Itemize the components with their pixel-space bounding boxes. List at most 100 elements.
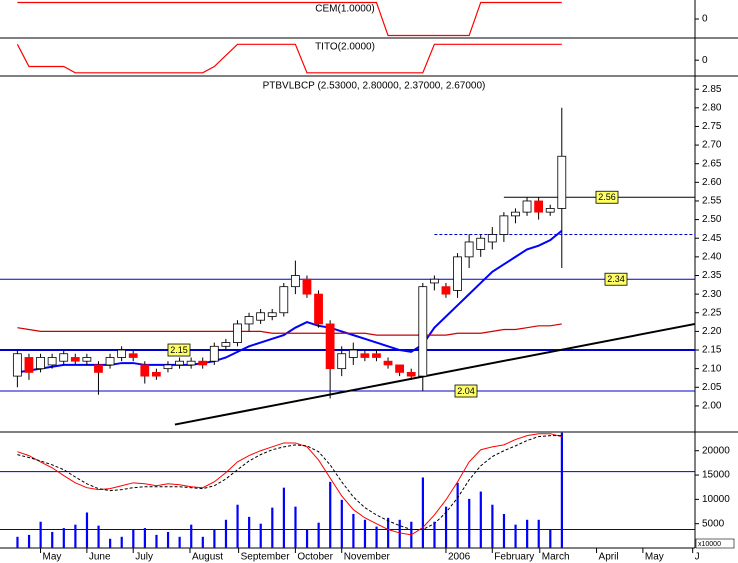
volume-bar <box>329 481 332 548</box>
oscillator-line <box>17 433 562 536</box>
candle-body <box>534 200 544 213</box>
candle-body <box>59 353 69 362</box>
level-label: 2.34 <box>607 274 625 284</box>
volume-bar <box>456 482 459 548</box>
volume-bar <box>62 528 65 548</box>
candle-body <box>105 357 115 366</box>
candle-body <box>267 312 277 317</box>
y-tick-label: 2.15 <box>702 345 722 356</box>
volume-bar <box>190 524 193 548</box>
candle-body <box>429 278 439 284</box>
volume-bar <box>39 521 42 548</box>
candle-body <box>140 364 150 377</box>
volume-bar <box>502 513 506 548</box>
candle-body <box>47 357 57 366</box>
level-label-box <box>604 272 628 286</box>
candle-body <box>383 360 393 366</box>
moving-average <box>17 323 562 336</box>
candle-body <box>70 357 80 362</box>
unit-label: x10000 <box>698 541 721 548</box>
y-tick-label: 5000 <box>702 518 725 529</box>
volume-bar <box>155 534 158 548</box>
y-tick-label: 0 <box>702 55 708 66</box>
volume-bar <box>468 498 471 548</box>
volume-bar <box>282 487 285 548</box>
oscillator-line <box>17 435 562 531</box>
volume-bar <box>549 529 552 548</box>
indicator-line <box>17 1 562 37</box>
candle-body <box>325 323 335 370</box>
candle-body <box>441 286 451 295</box>
volume-bar <box>236 504 239 548</box>
y-tick-label: 2.80 <box>702 102 722 113</box>
candle-body <box>256 312 266 321</box>
volume-bar <box>421 477 424 548</box>
volume-bar <box>398 519 401 548</box>
level-label: 2.56 <box>598 192 616 202</box>
y-tick-label: 2.45 <box>702 233 722 244</box>
y-tick-label: 2.30 <box>702 289 722 300</box>
volume-bar <box>479 491 482 548</box>
y-tick-label: 2.20 <box>702 326 722 337</box>
candle-body <box>372 353 381 358</box>
volume-bar <box>305 529 309 548</box>
y-tick-label: 2.05 <box>702 382 722 393</box>
y-tick-label: 2.10 <box>702 363 722 374</box>
y-tick-label: 20000 <box>702 445 730 456</box>
unit-box <box>695 538 735 549</box>
x-tick-label: August <box>192 552 223 563</box>
candle-body <box>418 286 428 377</box>
y-tick-label: 10000 <box>702 494 730 505</box>
y-tick-label: 15000 <box>702 470 730 481</box>
candle-body <box>198 360 208 366</box>
candle-body <box>12 353 22 377</box>
volume-bar <box>178 536 181 548</box>
candle-body <box>453 256 462 291</box>
candle-body <box>94 364 103 373</box>
volume-bar <box>201 536 204 548</box>
volume-bar <box>537 519 540 548</box>
volume-bar <box>317 522 320 548</box>
candle-body <box>337 353 347 370</box>
indicator-line <box>16 43 562 74</box>
y-tick-label: 2.55 <box>702 196 722 207</box>
candle-body <box>557 155 567 209</box>
candle-body <box>279 286 289 314</box>
volume-bar <box>294 506 297 548</box>
y-tick-label: 2.40 <box>702 252 722 263</box>
candle-body <box>36 357 45 370</box>
volume-bar <box>375 526 378 548</box>
level-label-box <box>454 384 478 398</box>
volume-bar <box>433 521 436 548</box>
y-tick-label: 2.75 <box>702 121 722 132</box>
y-tick-label: 2.60 <box>702 177 722 188</box>
candle-body <box>302 278 312 295</box>
trendline <box>174 322 696 426</box>
x-tick-label: April <box>599 552 619 563</box>
x-tick-label: September <box>241 552 291 563</box>
volume-bar <box>259 523 262 548</box>
candle-body <box>406 371 416 377</box>
volume-bar <box>51 531 54 548</box>
volume-bar <box>166 531 170 548</box>
y-tick-label: 2.25 <box>702 307 722 318</box>
candle-body <box>82 357 92 362</box>
candle-body <box>522 200 532 213</box>
volume-bar <box>514 524 517 548</box>
x-tick-label: February <box>494 552 534 563</box>
candle-body <box>163 364 173 370</box>
candle-body <box>545 208 555 213</box>
level-label: 2.04 <box>457 386 475 396</box>
panel-title: PTBVLBCP (2.53000, 2.80000, 2.37000, 2.6… <box>263 81 486 92</box>
volume-bar <box>74 524 77 548</box>
candle-body <box>209 345 219 362</box>
x-tick-label: November <box>344 552 391 563</box>
y-tick-label: 2.50 <box>702 214 722 225</box>
volume-bar <box>132 529 135 548</box>
volume-bar <box>85 512 89 548</box>
x-tick-label: 2006 <box>448 552 471 563</box>
x-tick-label: March <box>542 552 570 563</box>
y-tick-label: 2.00 <box>702 401 722 412</box>
volume-bar <box>16 536 19 548</box>
